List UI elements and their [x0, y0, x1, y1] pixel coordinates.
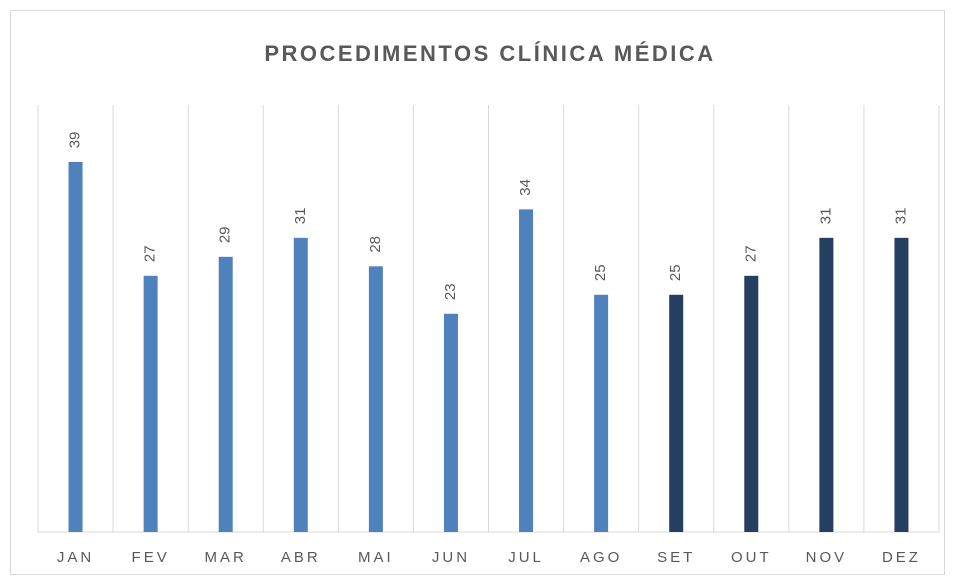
x-tick-label: FEV	[132, 549, 170, 566]
x-tick-label: JUN	[432, 549, 470, 566]
bar	[443, 313, 458, 532]
bar	[819, 237, 834, 532]
x-tick-label: OUT	[731, 549, 772, 566]
data-label: 28	[367, 236, 384, 253]
data-label: 29	[217, 226, 234, 243]
bar	[368, 266, 383, 532]
data-label: 34	[517, 179, 534, 196]
data-label: 31	[892, 208, 909, 225]
x-tick-label: NOV	[806, 549, 848, 566]
bar	[218, 256, 233, 532]
bar	[669, 294, 684, 532]
bar	[744, 275, 759, 532]
data-label: 25	[592, 264, 609, 281]
x-tick-label: MAR	[205, 549, 247, 566]
bar	[894, 237, 909, 532]
data-label: 23	[442, 283, 459, 300]
data-label: 27	[142, 245, 159, 262]
x-tick-label: SET	[657, 549, 695, 566]
bar	[68, 161, 83, 532]
x-tick-label: JAN	[57, 549, 94, 566]
data-label: 25	[667, 264, 684, 281]
data-label: 27	[742, 245, 759, 262]
bar	[293, 237, 308, 532]
x-tick-label: ABR	[281, 549, 321, 566]
bar	[519, 209, 534, 532]
data-label: 39	[67, 132, 84, 149]
x-tick-label: AGO	[580, 549, 622, 566]
x-tick-label: JUL	[508, 549, 544, 566]
x-tick-label: MAI	[358, 549, 394, 566]
chart-title: PROCEDIMENTOS CLÍNICA MÉDICA	[264, 41, 715, 66]
bar	[594, 294, 609, 532]
bar	[143, 275, 158, 532]
x-tick-label: DEZ	[882, 549, 921, 566]
data-label: 31	[292, 208, 309, 225]
data-label: 31	[817, 208, 834, 225]
